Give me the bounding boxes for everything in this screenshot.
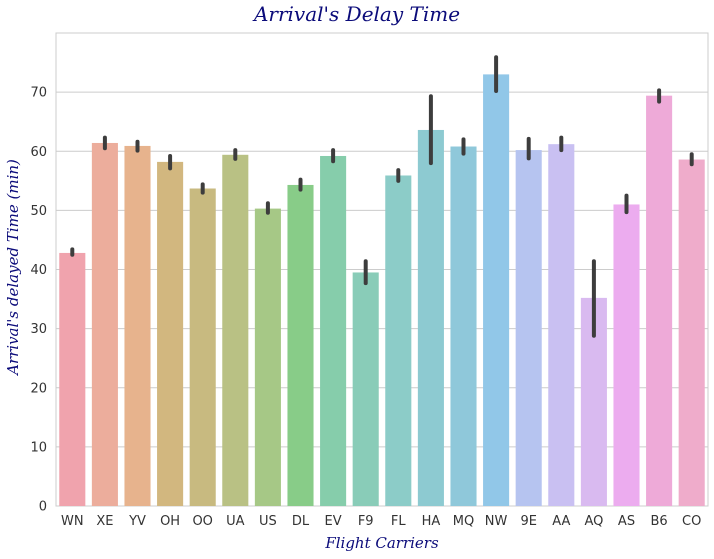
bar-oh (157, 161, 184, 506)
bar-oo (189, 188, 216, 506)
x-tick-label: FL (391, 514, 406, 529)
bar-b6 (646, 95, 673, 507)
y-tick-label: 20 (30, 381, 47, 396)
x-tick-label: UA (226, 514, 245, 529)
bar-fl (385, 175, 412, 506)
x-tick-label: AA (552, 514, 570, 529)
x-tick-label: DL (292, 514, 310, 529)
x-tick-label: AS (618, 514, 635, 529)
y-tick-label: 70 (30, 86, 47, 101)
bar-aa (548, 144, 575, 506)
bar-wn (59, 252, 86, 506)
y-tick-label: 30 (30, 322, 47, 337)
x-tick-label: EV (325, 514, 342, 529)
bar-f9 (352, 272, 379, 506)
x-tick-label: 9E (520, 514, 537, 529)
bar-ha (417, 129, 444, 506)
bar-nw (483, 74, 510, 506)
x-tick-label: F9 (358, 514, 374, 529)
y-tick-label: 40 (30, 263, 47, 278)
bar-us (254, 208, 281, 506)
x-tick-label: OH (160, 514, 180, 529)
y-tick-label: 60 (30, 145, 47, 160)
chart-title: Arrival's Delay Time (253, 2, 461, 26)
x-tick-label: HA (422, 514, 441, 529)
x-tick-label: XE (96, 514, 113, 529)
bar-dl (287, 184, 314, 507)
bar-as (613, 204, 640, 506)
x-tick-label: NW (485, 514, 508, 529)
y-tick-label: 0 (39, 500, 47, 515)
y-tick-label: 10 (30, 440, 47, 455)
x-tick-label: OO (192, 514, 212, 529)
bar-9e (515, 150, 542, 506)
bar-yv (124, 145, 151, 506)
x-tick-label: B6 (650, 514, 667, 529)
y-tick-label: 50 (30, 204, 47, 219)
bar-mq (450, 146, 477, 506)
x-tick-label: CO (682, 514, 701, 529)
bar-co (678, 159, 705, 506)
bar-ev (320, 155, 347, 507)
x-tick-label: US (259, 514, 277, 529)
x-tick-label: AQ (584, 514, 603, 529)
x-tick-label: YV (128, 514, 146, 529)
bar-xe (91, 142, 118, 506)
x-tick-label: MQ (453, 514, 474, 529)
x-axis-label: Flight Carriers (325, 534, 439, 552)
bar-ua (222, 154, 249, 507)
x-tick-label: WN (61, 514, 84, 529)
